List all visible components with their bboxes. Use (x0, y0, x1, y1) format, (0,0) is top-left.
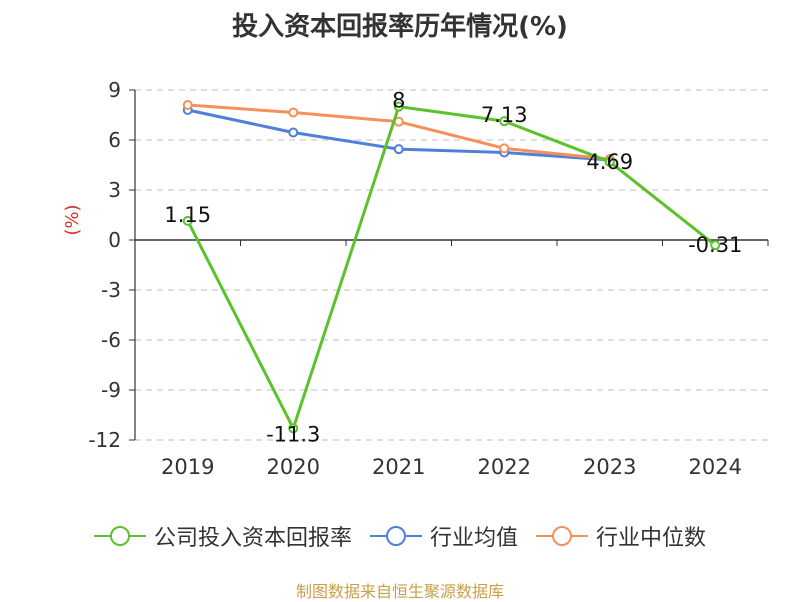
y-tick-label: -9 (101, 378, 121, 402)
y-tick-label: 3 (108, 178, 121, 202)
legend-label: 行业中位数 (596, 526, 707, 551)
x-tick-label: 2022 (478, 455, 531, 479)
legend-marker-icon (369, 524, 422, 548)
legend: 公司投入资本回报率 行业均值 行业中位数 (0, 520, 800, 552)
data-point (393, 144, 404, 155)
data-point (393, 101, 404, 112)
x-tick-label: 2021 (372, 455, 425, 479)
y-tick-label: -6 (101, 328, 121, 352)
legend-marker-icon (93, 524, 146, 548)
series-lines (182, 100, 721, 434)
data-label: 8 (392, 89, 405, 113)
data-point (288, 423, 299, 434)
data-point (288, 127, 299, 138)
data-point (604, 156, 615, 167)
y-tick-label: 0 (108, 228, 121, 252)
data-point (288, 107, 299, 118)
source-note: 制图数据来自恒生聚源数据库 (295, 582, 504, 601)
data-label: -0.31 (688, 233, 742, 257)
legend-item[interactable]: 行业均值 (369, 520, 518, 552)
data-label: 4.69 (586, 150, 633, 174)
data-labels: 1.15 -11.3 8 7.13 4.69 -0.31 (164, 89, 742, 447)
data-point (499, 143, 510, 154)
y-tick-label: -3 (101, 278, 121, 302)
x-tick-label: 2019 (161, 455, 214, 479)
y-tick-label: 9 (108, 78, 121, 102)
data-label: 1.15 (164, 203, 211, 227)
data-label: -11.3 (266, 422, 320, 446)
legend-label: 公司投入资本回报率 (153, 526, 352, 551)
x-tick-label: 2023 (583, 455, 636, 479)
chart-title: 投入资本回报率历年情况(%) (232, 12, 568, 42)
data-point (710, 240, 721, 251)
x-tick-label: 2024 (689, 455, 742, 479)
series-line (186, 105, 717, 430)
data-label: 7.13 (481, 103, 528, 127)
legend-item[interactable]: 公司投入资本回报率 (93, 520, 352, 552)
data-point (499, 116, 510, 127)
legend-item[interactable]: 行业中位数 (536, 520, 706, 552)
axes: 9 6 3 0 -3 -6 -9 -12 (%) 2019 2020 2021 2022 2023 2024 (62, 78, 769, 479)
x-tick-label: 2020 (267, 455, 320, 479)
y-tick-label: 6 (108, 128, 121, 152)
data-point (182, 100, 193, 110)
y-axis-label: (%) (62, 204, 83, 235)
grid-lines (135, 89, 768, 441)
legend-label: 行业均值 (429, 526, 518, 551)
y-tick-label: -12 (88, 428, 121, 452)
legend-marker-icon (536, 524, 588, 548)
data-point (182, 215, 193, 226)
